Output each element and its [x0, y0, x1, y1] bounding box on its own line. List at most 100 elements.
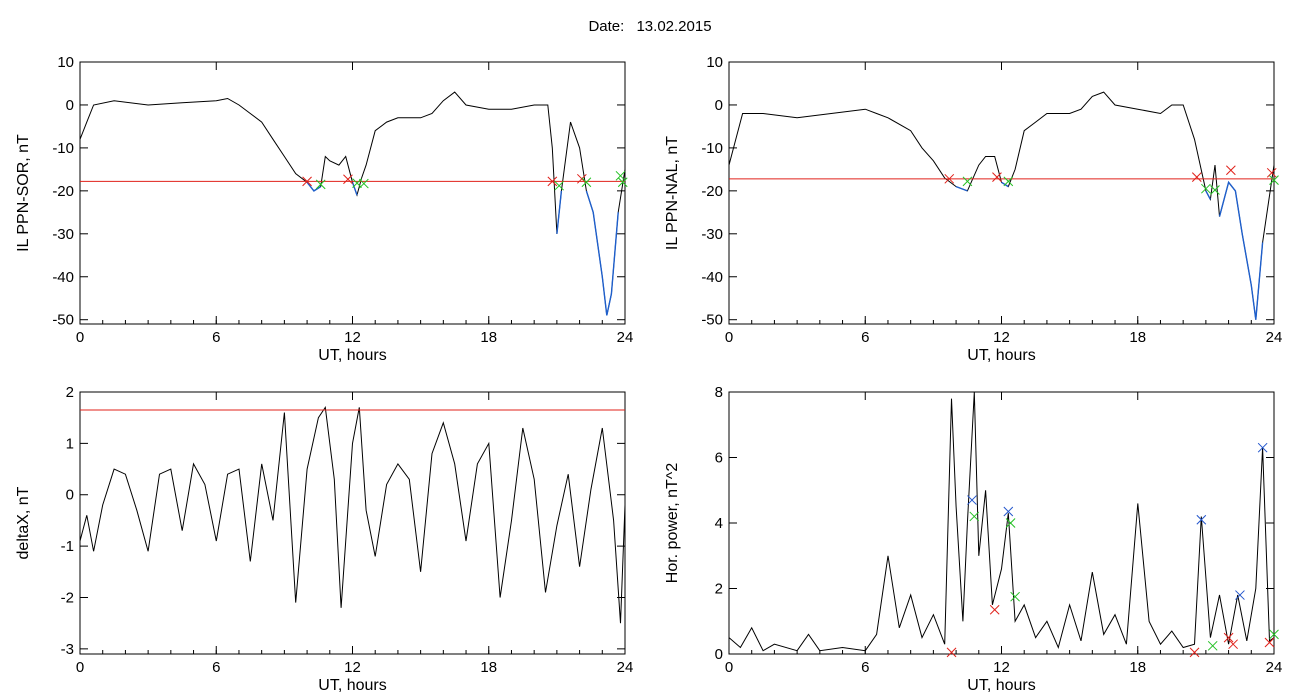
highlight-segment [1218, 180, 1264, 320]
marker-red [1266, 167, 1277, 178]
plot-frame [79, 391, 626, 655]
x-tick-label: 0 [725, 329, 733, 346]
marker-red [1226, 165, 1236, 176]
highlight-segment [351, 182, 358, 196]
y-tick-label: -1 [61, 538, 74, 555]
y-axis-label: Hor. power, nT^2 [664, 463, 681, 584]
marker-red [1228, 639, 1238, 650]
y-tick-label: 10 [706, 54, 723, 71]
marker-red [1264, 637, 1275, 648]
marker-green [359, 178, 369, 189]
chart-title: Date: 13.02.2015 [0, 18, 1300, 35]
x-tick-label: 0 [76, 659, 84, 676]
y-tick-label: 6 [715, 450, 723, 467]
y-tick-label: 4 [715, 515, 723, 532]
marker-red [944, 173, 955, 184]
x-tick-label: 18 [1129, 659, 1146, 676]
y-tick-label: 2 [66, 384, 74, 401]
y-tick-label: -30 [701, 226, 723, 243]
y-tick-label: 1 [66, 435, 74, 452]
marker-green [617, 177, 628, 188]
marker-red [1189, 647, 1200, 658]
x-tick-label: 24 [617, 659, 634, 676]
y-tick-label: 0 [66, 97, 74, 114]
marker-red [577, 173, 587, 184]
marker-blue [1235, 590, 1245, 600]
marker-red [302, 176, 312, 187]
series-line [729, 91, 1274, 320]
marker-green [1201, 183, 1211, 194]
y-tick-label: -10 [52, 140, 74, 157]
marker-green [315, 179, 326, 190]
marker-red [989, 604, 1000, 615]
marker-blue [1196, 514, 1207, 525]
marker-green [581, 177, 592, 188]
date-label: Date: [588, 18, 625, 35]
x-axis-label: UT, hours [318, 677, 386, 694]
y-tick-label: -30 [52, 226, 74, 243]
x-axis-label: UT, hours [967, 347, 1035, 364]
x-axis-label: UT, hours [967, 677, 1035, 694]
y-tick-label: -10 [701, 140, 723, 157]
y-tick-label: -50 [52, 312, 74, 329]
marker-green [1005, 518, 1016, 528]
marker-red [343, 174, 353, 185]
y-axis-label: IL PPN-SOR, nT [15, 134, 32, 252]
y-tick-label: 0 [66, 487, 74, 504]
x-tick-label: 12 [344, 659, 361, 676]
marker-blue [1003, 506, 1014, 517]
marker-green [1003, 176, 1014, 187]
marker-green [554, 180, 564, 191]
marker-red [547, 176, 558, 187]
marker-green [962, 176, 973, 187]
marker-blue [967, 495, 977, 505]
y-axis-label: deltaX, nT [15, 486, 32, 559]
x-tick-label: 12 [993, 329, 1010, 346]
panel-ppn-sor: 0 6 12 18 24 10 0 -10 -20 -30 -40 -50 UT, hours IL PP… [15, 54, 633, 364]
x-axis-label: UT, hours [318, 347, 386, 364]
series-line [729, 392, 1274, 652]
marker-red [1191, 172, 1202, 182]
x-tick-label: 18 [480, 329, 497, 346]
x-tick-label: 0 [725, 659, 733, 676]
marker-green [969, 511, 980, 522]
y-tick-label: -40 [701, 269, 723, 286]
y-tick-label: -3 [61, 641, 74, 658]
y-tick-label: -2 [61, 589, 74, 606]
marker-green [1269, 629, 1279, 640]
highlight-segment [556, 190, 563, 234]
y-tick-label: -20 [52, 183, 74, 200]
panel-deltax: 0 6 12 18 24 2 1 0 -1 -2 -3 UT, hours deltaX, nT [15, 384, 633, 694]
highlight-segment [306, 181, 322, 192]
x-tick-label: 6 [212, 659, 220, 676]
y-axis-label: IL PPN-NAL, nT [664, 136, 681, 250]
y-tick-label: 10 [57, 54, 74, 71]
marker-green [1210, 185, 1220, 195]
y-tick-label: 2 [715, 581, 723, 598]
x-tick-label: 12 [344, 329, 361, 346]
plot-frame [79, 61, 626, 325]
x-tick-label: 18 [480, 659, 497, 676]
marker-green [1269, 175, 1279, 185]
x-tick-label: 18 [1129, 329, 1146, 346]
marker-red [1223, 632, 1234, 643]
x-tick-label: 24 [1266, 329, 1283, 346]
marker-green [615, 170, 626, 181]
y-tick-label: -20 [701, 183, 723, 200]
y-tick-label: 8 [715, 384, 723, 401]
marker-green [1207, 640, 1218, 651]
highlight-segment [1205, 190, 1212, 200]
x-tick-label: 6 [212, 329, 220, 346]
series-line [80, 406, 625, 624]
highlight-segment [585, 190, 619, 316]
y-tick-label: 0 [715, 646, 723, 663]
marker-red [946, 647, 957, 658]
marker-red [992, 172, 1002, 182]
x-tick-label: 12 [993, 659, 1010, 676]
date-value: 13.02.2015 [636, 18, 712, 35]
highlight-segment [955, 185, 968, 192]
x-tick-label: 6 [861, 329, 869, 346]
series-line [80, 91, 625, 316]
